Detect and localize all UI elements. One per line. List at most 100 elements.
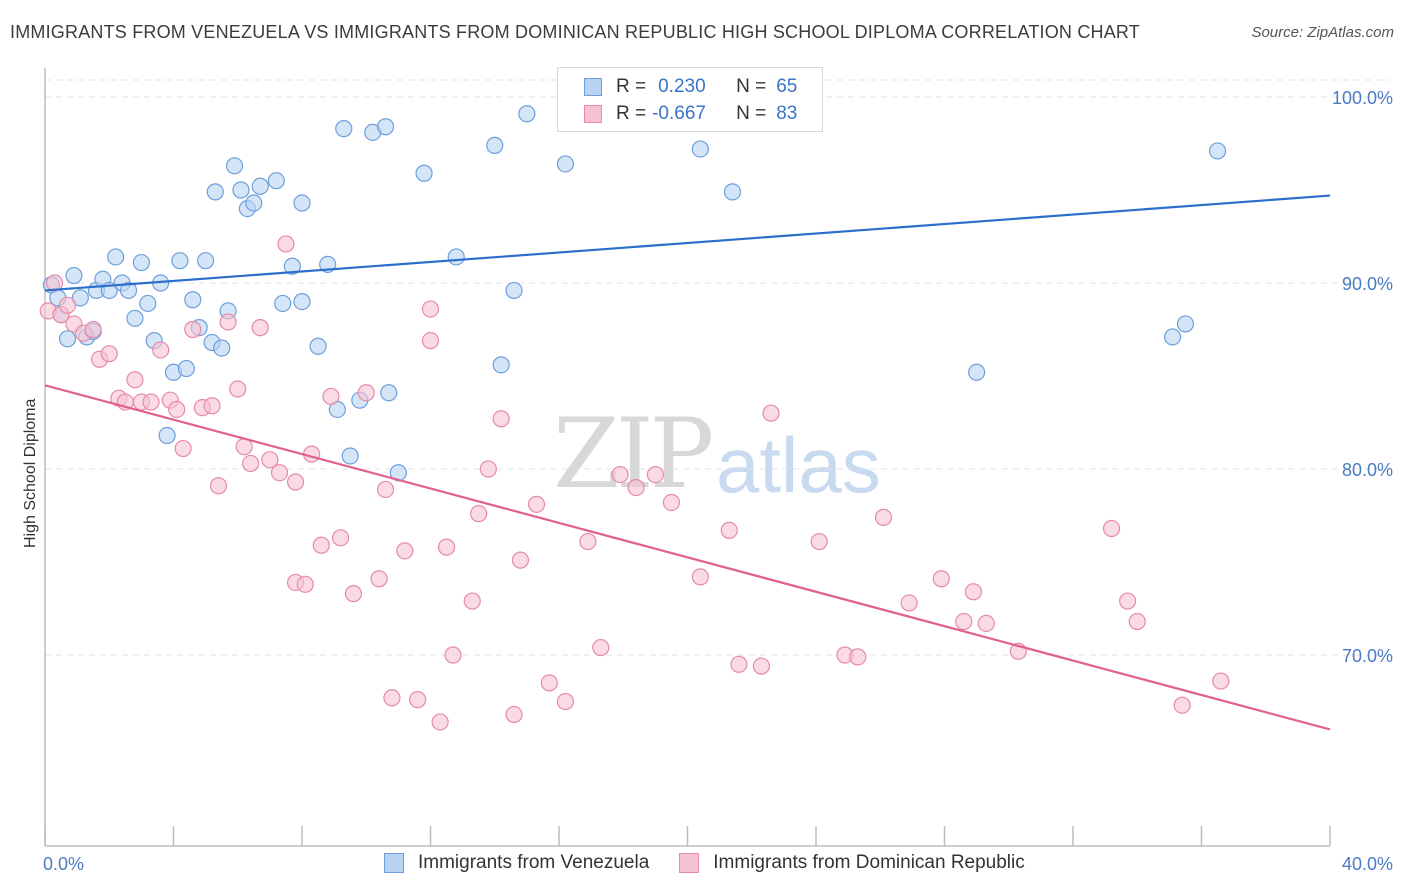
data-point (579, 532, 597, 551)
bottom-legend-swatch-blue (384, 853, 404, 873)
data-point (964, 583, 983, 601)
tick-labels: 100.0% 90.0% 80.0% 70.0% 0.0% 40.0% (43, 88, 1393, 874)
data-point (126, 371, 144, 389)
legend-row-dominican: R = -0.667 N = 83 (584, 103, 797, 125)
data-point (431, 713, 449, 731)
data-point (730, 655, 748, 673)
data-point (556, 155, 575, 173)
data-point (177, 359, 195, 378)
data-point (874, 508, 893, 526)
legend-n-value: 83 (776, 103, 798, 124)
grid-lines (45, 79, 1390, 656)
data-point (242, 454, 260, 473)
data-point (206, 183, 224, 201)
chart-title: IMMIGRANTS FROM VENEZUELA VS IMMIGRANTS … (10, 22, 1140, 42)
watermark-atlas: atlas (716, 421, 881, 509)
data-point (341, 447, 359, 465)
data-point (380, 384, 398, 402)
data-point (119, 281, 138, 300)
legend-r-label: R = (616, 103, 647, 124)
data-point (152, 341, 170, 359)
data-point (1208, 142, 1227, 160)
data-point (251, 319, 269, 337)
data-point (58, 296, 77, 314)
data-point (1128, 612, 1146, 631)
data-point (174, 439, 192, 458)
data-point (691, 568, 709, 586)
data-point (1102, 519, 1121, 538)
bottom-legend-dominican: Immigrants from Dominican Republic (679, 852, 1025, 874)
data-point (286, 473, 305, 491)
data-point (197, 252, 215, 270)
data-point (84, 320, 102, 339)
data-point (245, 194, 263, 212)
data-point (977, 614, 995, 632)
data-point (540, 674, 558, 692)
data-point (251, 177, 269, 195)
data-point (312, 536, 330, 554)
data-point (444, 646, 462, 664)
data-point (762, 404, 780, 422)
x-tick-label: 0.0% (43, 854, 84, 874)
data-point (58, 330, 77, 348)
data-point (437, 538, 456, 556)
data-point (126, 309, 144, 327)
data-point (810, 532, 828, 551)
data-point (611, 465, 629, 484)
data-point (184, 320, 202, 339)
data-point (409, 691, 427, 709)
data-point (376, 118, 395, 136)
data-point (322, 387, 340, 406)
legend-n-value: 65 (776, 76, 798, 97)
bottom-legend-swatch-pink (679, 853, 700, 873)
data-point (107, 248, 125, 266)
data-point (849, 648, 867, 666)
data-point (1212, 672, 1230, 690)
data-point (1163, 328, 1182, 346)
data-point (691, 140, 709, 158)
trend-lines (44, 194, 1331, 731)
data-point (229, 380, 247, 398)
data-point (225, 157, 244, 175)
legend-swatch-blue (584, 78, 602, 96)
trend-line (44, 194, 1331, 292)
data-point (479, 460, 497, 478)
data-point (383, 689, 401, 707)
source-label: Source: ZipAtlas.com (1251, 24, 1394, 41)
axes (44, 68, 1331, 847)
data-point (296, 575, 314, 593)
data-point (132, 253, 150, 272)
legend-n-label: N = (736, 76, 767, 97)
data-point (203, 397, 221, 415)
x-tick-label: 40.0% (1342, 854, 1393, 874)
data-point (518, 105, 536, 123)
data-point (357, 384, 375, 402)
data-point (592, 638, 610, 657)
data-point (627, 479, 645, 497)
data-point (213, 339, 231, 357)
data-point (158, 426, 176, 445)
data-point (396, 542, 414, 560)
data-point (556, 692, 575, 711)
data-point (139, 294, 157, 313)
data-point (171, 252, 189, 270)
data-point (505, 281, 523, 300)
trend-line (44, 384, 1331, 731)
data-point (270, 464, 289, 482)
data-point (1119, 592, 1137, 610)
data-point (1173, 696, 1191, 714)
data-point (100, 345, 118, 363)
y-tick-label: 70.0% (1342, 646, 1393, 666)
data-point (968, 363, 986, 381)
data-point (527, 495, 546, 513)
legend-swatch-pink (584, 105, 602, 123)
data-point (1176, 315, 1195, 333)
data-point (505, 705, 523, 724)
data-point (492, 410, 510, 428)
data-point (293, 293, 311, 311)
data-point (46, 274, 64, 292)
data-point (335, 120, 353, 138)
data-point (421, 300, 440, 318)
data-point (184, 291, 202, 309)
